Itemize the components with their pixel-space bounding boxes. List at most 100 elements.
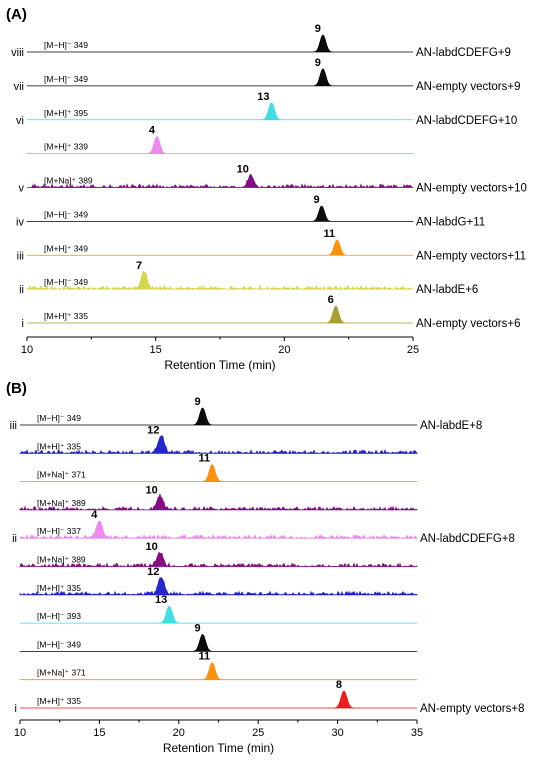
x-axis-title: Retention Time (min) xyxy=(164,358,275,372)
trace-row: [M+Na]⁺ 389 10 xyxy=(19,484,418,512)
trace-row: [M+Na]⁺ 389 v 10 AN-empty vectors+10 xyxy=(19,164,527,195)
trace-row: [M+Na]⁺ 389 10 xyxy=(19,541,418,568)
x-axis-title: Retention Time (min) xyxy=(163,741,274,755)
trace-line xyxy=(20,634,417,652)
peak-label: 9 xyxy=(194,622,200,634)
ion-label: [M+Na]⁺ 371 xyxy=(37,470,86,480)
peak-label: 4 xyxy=(91,509,98,521)
trace-line xyxy=(19,435,418,455)
trace-numeral: ii xyxy=(19,284,24,296)
peak-label: 10 xyxy=(237,164,249,176)
trace-line xyxy=(19,493,418,512)
x-tick-label: 25 xyxy=(407,344,419,356)
trace-line xyxy=(27,102,413,121)
trace-row: [M−H]⁻ 349 iv 9 AN-labdG+11 xyxy=(16,194,485,228)
trace-line xyxy=(19,520,418,540)
trace-numeral: ii xyxy=(12,533,17,545)
sample-label: AN-labdCDEFG+8 xyxy=(420,533,515,545)
x-tick-label: 20 xyxy=(173,727,185,739)
trace-line xyxy=(26,136,414,155)
trace-line xyxy=(20,690,417,709)
trace-row: [M+Na]⁺ 371 11 xyxy=(20,453,417,482)
ion-label: [M−H]⁻ 349 xyxy=(44,40,88,50)
peak-label: 9 xyxy=(314,194,320,206)
x-tick-label: 30 xyxy=(331,727,343,739)
trace-row: [M−H]⁻ 349 viii 9 AN-labdCDEFG+9 xyxy=(11,23,511,59)
x-tick-label: 35 xyxy=(411,727,423,739)
trace-line xyxy=(19,577,418,597)
trace-row: [M+H]⁺ 335 12 xyxy=(19,566,418,597)
ion-label: [M+H]⁺ 339 xyxy=(44,142,88,152)
peak-label: 12 xyxy=(147,424,159,436)
sample-label: AN-labdE+8 xyxy=(420,420,482,432)
ion-label: [M+H]⁺ 335 xyxy=(44,311,88,321)
peak-label: 11 xyxy=(199,651,211,663)
peak-label: 8 xyxy=(336,679,342,691)
ion-label: [M−H]⁻ 349 xyxy=(44,277,88,287)
trace-line xyxy=(26,205,414,222)
peak-label: 11 xyxy=(323,228,335,240)
trace-line xyxy=(27,239,413,256)
x-tick-label: 15 xyxy=(93,727,105,739)
trace-row: [M+H]⁺ 335 12 xyxy=(19,424,418,455)
ion-label: [M+Na]⁺ 389 xyxy=(37,555,86,565)
ion-label: [M+H]⁺ 335 xyxy=(37,441,81,451)
trace-numeral: viii xyxy=(11,47,24,59)
peak-label: 9 xyxy=(315,57,321,69)
trace-row: [M−H]⁻ 349 iii 9 AN-labdE+8 xyxy=(10,396,483,432)
trace-line xyxy=(20,464,417,482)
trace-line xyxy=(20,662,417,681)
trace-row: [M−H]⁻ 337 ii 4 AN-labdCDEFG+8 xyxy=(12,509,515,545)
panel-b-label: (B) xyxy=(6,380,27,397)
x-tick-label: 15 xyxy=(150,344,162,356)
peak-label: 9 xyxy=(315,23,321,35)
trace-line xyxy=(27,174,414,189)
peak-label: 6 xyxy=(328,294,334,306)
trace-numeral: v xyxy=(19,183,25,195)
ion-label: [M−H]⁻ 393 xyxy=(37,611,81,621)
trace-line xyxy=(26,270,414,291)
trace-row: [M+H]⁺ 339 4 xyxy=(26,125,414,155)
trace-line xyxy=(20,605,417,624)
ion-label: [M−H]⁻ 337 xyxy=(37,526,81,536)
peak-label: 12 xyxy=(147,566,159,578)
trace-numeral: iii xyxy=(10,420,17,432)
trace-line xyxy=(26,68,414,87)
peak-label: 13 xyxy=(155,594,167,606)
peak-label: 10 xyxy=(145,541,157,553)
ion-label: [M+H]⁺ 335 xyxy=(37,696,81,706)
sample-label: AN-empty vectors+11 xyxy=(416,250,526,262)
ion-label: [M+Na]⁺ 371 xyxy=(37,668,86,678)
trace-row: [M−H]⁻ 349 ii 7 AN-labdE+6 xyxy=(19,260,478,296)
ion-label: [M+Na]⁺ 389 xyxy=(37,498,86,508)
trace-row: [M+H]⁺ 349 iii 11 AN-empty vectors+11 xyxy=(17,228,526,262)
x-tick-label: 25 xyxy=(252,727,264,739)
peak-label: 11 xyxy=(199,453,211,465)
trace-row: [M+H]⁺ 395 vi 13 AN-labdCDEFG+10 xyxy=(16,91,517,127)
trace-row: [M+Na]⁺ 371 11 xyxy=(20,651,417,681)
trace-line xyxy=(19,552,418,568)
trace-line xyxy=(27,305,413,324)
sample-label: AN-empty vectors+6 xyxy=(416,318,521,330)
ion-label: [M+H]⁺ 349 xyxy=(44,243,88,253)
x-tick-label: 20 xyxy=(278,344,290,356)
sample-label: AN-labdE+6 xyxy=(416,284,478,296)
trace-line xyxy=(27,34,413,53)
sample-label: AN-labdG+11 xyxy=(416,216,485,228)
ion-label: [M+Na]⁺ 389 xyxy=(44,176,93,186)
trace-numeral: vi xyxy=(16,115,24,127)
sample-label: AN-labdCDEFG+9 xyxy=(416,47,511,59)
trace-row: [M−H]⁻ 393 13 xyxy=(20,594,417,624)
peak-label: 9 xyxy=(194,396,200,408)
trace-row: [M−H]⁻ 349 9 xyxy=(20,622,417,652)
sample-label: AN-empty vectors+10 xyxy=(416,183,527,195)
panel-a-label: (A) xyxy=(6,6,27,23)
peak-label: 10 xyxy=(145,484,157,496)
trace-line xyxy=(20,407,417,426)
trace-numeral: iii xyxy=(17,250,24,262)
sample-label: AN-labdCDEFG+10 xyxy=(416,115,517,127)
trace-numeral: vii xyxy=(14,81,24,93)
